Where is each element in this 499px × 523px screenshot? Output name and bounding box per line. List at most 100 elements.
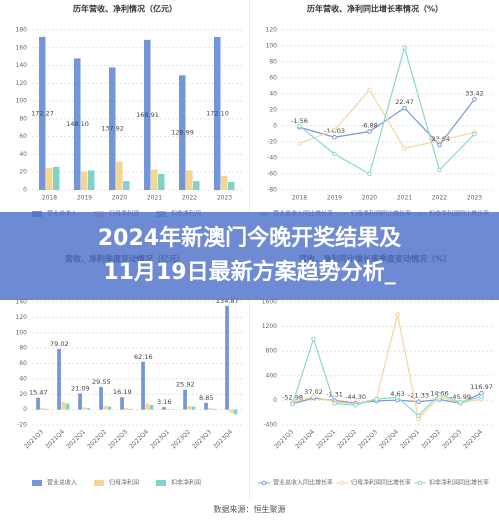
y-tick-label: -20 — [267, 139, 277, 146]
data-label: 8.85 — [199, 394, 213, 402]
bar — [149, 405, 154, 410]
bar — [151, 169, 158, 190]
y-tick-label: 120 — [16, 314, 28, 321]
data-label: 15.47 — [29, 389, 48, 397]
point — [290, 401, 295, 407]
point — [374, 396, 379, 402]
y-tick-label: 0 — [273, 123, 277, 130]
bar — [144, 39, 151, 191]
point — [472, 96, 477, 102]
bar — [120, 397, 124, 410]
y-tick-label: -40 — [267, 155, 277, 162]
point — [472, 131, 477, 137]
x-tick-label: 2018 — [42, 195, 57, 202]
x-tick-label: 2022Q4 — [378, 428, 400, 450]
y-tick-label: -20 — [17, 422, 27, 429]
point — [332, 127, 337, 133]
y-tick-label: 0 — [23, 406, 27, 413]
data-label: 148.10 — [66, 120, 89, 128]
point — [416, 399, 421, 405]
data-label: 16.19 — [113, 388, 132, 396]
data-label: -21.33 — [408, 392, 429, 400]
bar — [65, 403, 70, 410]
bar — [221, 175, 228, 190]
point — [367, 87, 372, 93]
y-tick-label: 100 — [16, 98, 28, 105]
bar — [116, 161, 123, 190]
bar — [162, 407, 166, 410]
point — [402, 45, 407, 50]
point — [395, 312, 400, 317]
y-tick-label: 120 — [266, 27, 278, 34]
y-tick-label: -60 — [267, 171, 277, 178]
y-tick-label: 160 — [16, 44, 28, 51]
data-label: 22.47 — [395, 98, 414, 106]
data-label: -52.98 — [282, 394, 303, 402]
point — [297, 141, 302, 146]
legend-label: 营业总收入同比增长率 — [273, 479, 333, 487]
y-tick-label: 1200 — [262, 323, 277, 330]
bar — [179, 75, 186, 190]
y-tick-label: 80 — [19, 115, 27, 122]
data-label: 172.10 — [206, 110, 229, 118]
bar — [124, 408, 129, 410]
y-tick-label: 80 — [19, 345, 27, 352]
y-tick-label: 140 — [16, 299, 28, 306]
bar — [212, 408, 217, 410]
point — [332, 134, 337, 140]
x-tick-label: 2023Q1 — [149, 428, 171, 450]
x-tick-label: 2022Q4 — [128, 428, 150, 450]
banner-line: 2024年新澳门今晚开奖结果及 — [97, 226, 402, 251]
chart-title: 历年营收、净利情况（亿元） — [73, 4, 177, 14]
y-tick-label: 800 — [266, 348, 278, 355]
data-label: 37.02 — [304, 388, 323, 396]
data-label: 25.92 — [176, 381, 195, 389]
bar — [57, 348, 61, 410]
point — [479, 394, 484, 400]
x-tick-label: 2022Q3 — [357, 428, 379, 450]
data-label: -44.30 — [345, 393, 366, 401]
data-label: 172.27 — [31, 109, 54, 117]
x-tick-label: 2023Q3 — [191, 428, 213, 450]
y-tick-label: 60 — [19, 360, 27, 367]
x-tick-label: 2020 — [112, 195, 127, 202]
data-label: -1.56 — [291, 117, 308, 125]
y-tick-label: 20 — [269, 107, 277, 114]
line — [299, 45, 475, 175]
y-tick-label: 40 — [269, 91, 277, 98]
line — [299, 88, 475, 150]
legend-swatch — [339, 480, 345, 486]
bar — [40, 408, 45, 410]
point — [311, 336, 316, 342]
point — [437, 391, 442, 397]
y-tick-label: 120 — [16, 80, 28, 87]
y-tick-label: 60 — [19, 133, 27, 140]
legend-swatch — [261, 480, 267, 486]
data-label: 137.92 — [101, 125, 124, 133]
bar — [44, 408, 49, 410]
bar — [88, 170, 95, 190]
x-tick-label: 2021Q3 — [273, 428, 295, 450]
chart-title: 历年营收、净利同比增长率情况（%） — [307, 4, 443, 14]
x-tick-label: 2023Q4 — [212, 428, 234, 450]
x-tick-label: 2021Q4 — [44, 428, 66, 450]
data-label: 116.97 — [470, 383, 493, 391]
data-label: 4.63 — [390, 390, 404, 398]
x-tick-label: 2021 — [147, 195, 162, 202]
bar — [36, 397, 40, 410]
bar — [204, 402, 208, 410]
bar — [53, 166, 60, 190]
x-tick-label: 2023Q3 — [441, 428, 463, 450]
data-label: 128.99 — [171, 129, 194, 137]
bar — [39, 36, 46, 191]
x-tick-label: 2023 — [467, 195, 482, 202]
bar — [214, 37, 221, 191]
line — [291, 336, 482, 417]
y-tick-label: 20 — [19, 391, 27, 398]
bar — [145, 403, 150, 410]
point — [332, 401, 337, 406]
y-tick-label: 140 — [16, 62, 28, 69]
y-tick-label: -400 — [263, 422, 277, 429]
bar — [81, 171, 88, 190]
data-label: -45.99 — [450, 393, 471, 401]
